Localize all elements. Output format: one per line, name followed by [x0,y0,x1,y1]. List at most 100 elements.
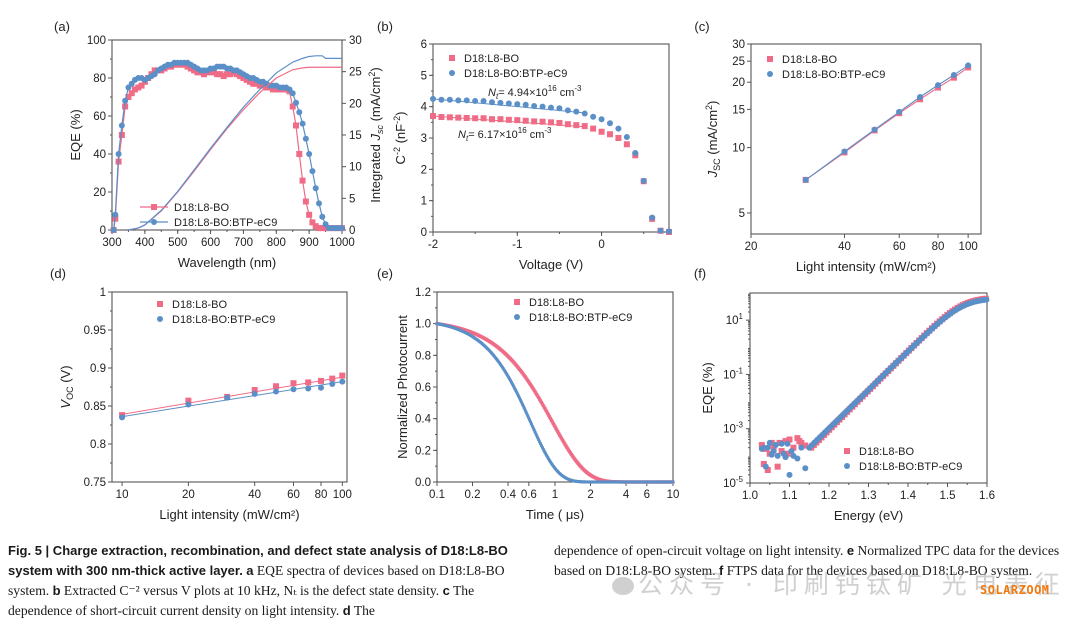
legend-label: D18:L8-BO [782,54,837,66]
data-point [640,177,647,184]
data-point [598,116,605,123]
data-point [760,461,767,468]
y-tick-label: 15 [732,104,745,116]
data-point [217,71,224,78]
data-point [446,96,453,103]
data-point [243,76,250,83]
y-tick-label: 0.0 [415,477,431,489]
data-point [774,463,781,470]
data-point [896,108,903,115]
data-point [557,433,562,437]
data-point [273,383,280,390]
x-tick-label: 1000 [329,237,355,249]
data-point [794,455,801,462]
data-point [251,387,258,394]
data-point [778,448,785,455]
data-point [220,73,227,80]
y-axis-label: EQE (%) [68,109,83,160]
x-tick-label: 1.0 [742,490,758,502]
x-axis-label: Light intensity (mW/cm²) [796,259,936,274]
data-point [290,380,297,387]
data-point [187,65,194,72]
data-point [782,438,789,445]
data-point [553,425,557,429]
y2-tick-label: 30 [349,35,362,47]
panel-f: (f) 1.0 1.1 1.2 1.3 1.4 1.5 1.6 10-5 10-3 10-1 101 E… [694,266,995,523]
x-tick-label: 80 [315,489,328,501]
y-tick-label: 25 [732,56,745,68]
figure-panels: (a)300 400 500 600 700 800 900 1000020406080100… [50,19,995,523]
data-point [312,223,319,230]
legend-label: D18:L8-BO [529,297,584,309]
data-point [632,150,639,157]
data-point [273,86,280,93]
data-point [935,82,942,89]
data-point [762,463,769,470]
y-tick-label: 101 [726,312,744,327]
data-point [201,71,207,78]
legend-marker [151,219,157,225]
x-axis-label: Voltage (V) [519,257,583,272]
data-point [550,420,554,424]
data-point [472,98,479,105]
data-point [547,415,552,419]
legend-marker [844,448,850,454]
data-point [247,78,253,85]
y-tick-label: 0.75 [84,477,106,489]
data-point [224,394,231,401]
y-tick-label: 1 [421,196,427,208]
x-tick-label: 1.5 [940,490,956,502]
panel-c: (c) 20 40 60 80 100 5 10 15 20 25 30 Light intensity… [694,19,982,274]
data-point [110,227,117,233]
y-axis-label: VOC (V) [58,365,75,408]
data-point [505,100,512,107]
data-point [649,214,656,221]
data-point [430,95,436,102]
data-point [545,410,549,414]
y-tick-label: 0.6 [415,382,431,394]
y2-tick-label: 20 [349,98,362,110]
data-point [184,63,191,70]
y2-tick-label: 25 [349,67,362,79]
data-point [564,107,571,114]
data-point [590,125,597,132]
legend-marker [844,463,850,469]
y-axis-label: JSC (mA/cm2) [704,101,722,179]
data-point [573,122,580,129]
y-tick-label: 20 [732,77,745,89]
caption-bold: a [246,563,254,578]
legend-label: D18:L8-BO [464,53,519,65]
data-point [339,372,346,379]
y-tick-label: 5 [421,70,427,82]
x-tick-label: 2 [587,489,593,501]
data-point [798,439,805,446]
data-point [556,119,563,126]
x-tick-label: 100 [959,241,978,253]
caption-bold: Fig. 5 | Charge extraction, recombinatio… [8,543,508,578]
y-tick-label: 0 [100,225,106,237]
data-point [227,71,234,78]
data-point [305,379,312,386]
data-point [802,442,809,449]
data-point [657,227,664,234]
x-tick-label: 80 [932,241,945,253]
data-point [547,413,551,417]
x-tick-label: 1.4 [900,490,917,502]
data-point [543,407,547,411]
data-point [339,378,346,385]
data-point [329,375,336,382]
data-point [950,71,957,78]
data-point [549,418,553,422]
x-tick-label: 1.1 [782,490,798,502]
legend-marker [157,301,163,307]
data-point [871,126,878,133]
legend-marker [767,56,773,62]
data-point [623,134,630,141]
data-point [544,408,548,412]
x-tick-label: 6 [644,489,650,501]
fit-line [805,64,969,181]
x-tick-label: 1 [552,489,558,501]
panel-label: (f) [694,266,706,281]
x-tick-label: 100 [333,489,352,501]
defect-density-annotation: Nt= 6.17×1016 cm-3 [458,126,552,143]
